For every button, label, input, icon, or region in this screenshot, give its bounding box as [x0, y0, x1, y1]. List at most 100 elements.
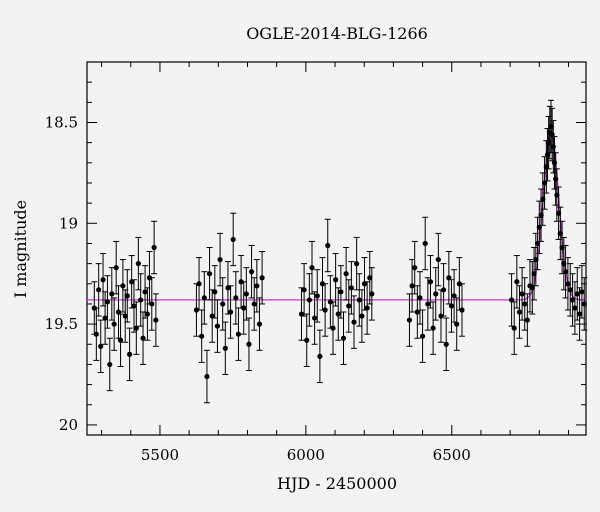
data-point	[142, 289, 148, 295]
data-point	[199, 333, 205, 339]
data-point	[140, 335, 146, 341]
x-tick-label: 6500	[433, 446, 471, 464]
data-point	[230, 236, 236, 243]
data-point	[524, 317, 530, 323]
data-point	[430, 325, 436, 331]
x-axis-label: HJD - 2450000	[277, 474, 397, 493]
data-point	[129, 279, 135, 285]
data-point	[565, 281, 571, 287]
data-point	[340, 335, 347, 341]
data-point	[107, 361, 113, 368]
data-point	[367, 275, 373, 281]
data-point	[435, 256, 441, 263]
data-point	[548, 123, 554, 130]
data-point	[235, 331, 242, 337]
data-point	[333, 277, 339, 283]
data-point	[298, 311, 305, 317]
data-point	[338, 289, 344, 295]
data-point	[259, 275, 265, 281]
data-point	[454, 321, 460, 327]
data-point	[196, 281, 202, 287]
data-point	[335, 311, 341, 317]
y-axis-label: I magnitude	[11, 200, 30, 298]
data-point	[93, 331, 99, 337]
data-point	[204, 373, 210, 380]
data-point	[550, 144, 556, 150]
data-point	[417, 295, 423, 301]
data-point	[256, 321, 263, 327]
data-point	[214, 323, 221, 329]
data-point	[153, 317, 159, 323]
data-point	[217, 256, 223, 263]
data-point	[206, 271, 213, 277]
data-point	[359, 313, 365, 319]
data-point	[209, 313, 215, 319]
data-point	[241, 305, 247, 311]
data-point	[144, 311, 151, 317]
data-point	[104, 299, 111, 305]
data-point	[98, 343, 104, 349]
data-point	[115, 309, 122, 315]
data-point	[546, 140, 552, 146]
data-point	[149, 301, 155, 307]
data-point	[422, 240, 428, 247]
data-point	[446, 275, 452, 281]
data-point	[343, 271, 349, 277]
data-point	[133, 325, 139, 331]
model-curve	[87, 131, 586, 301]
x-tick-label: 6000	[287, 446, 325, 464]
data-point	[511, 325, 517, 331]
data-point	[406, 317, 413, 323]
data-point	[317, 353, 323, 359]
x-tick-label: 5500	[141, 446, 179, 464]
data-point	[314, 293, 320, 299]
data-point	[309, 265, 315, 271]
data-point	[212, 289, 218, 295]
data-point	[553, 176, 559, 182]
data-point	[243, 291, 249, 297]
data-point	[427, 279, 434, 285]
data-point	[409, 283, 415, 289]
axis-tick-labels: 5500 6000 6500 18.5 19 19.5 20	[45, 113, 471, 464]
data-point	[325, 242, 331, 249]
data-point	[246, 341, 252, 347]
data-point	[138, 297, 144, 303]
data-point	[301, 287, 307, 293]
data-point	[330, 325, 336, 331]
chart-title: OGLE-2014-BLG-1266	[246, 24, 428, 43]
data-point	[233, 295, 239, 301]
data-point	[562, 269, 569, 275]
y-tick-label: 19	[59, 214, 78, 232]
data-point	[304, 337, 310, 343]
data-point	[227, 309, 234, 315]
data-point	[348, 285, 354, 291]
data-point	[124, 293, 130, 299]
data-point	[361, 281, 368, 287]
data-point	[351, 319, 357, 325]
data-point	[425, 301, 431, 307]
data-point	[364, 305, 370, 311]
data-point	[122, 313, 128, 319]
data-point	[102, 315, 108, 321]
data-point	[412, 265, 418, 271]
data-point	[576, 311, 583, 317]
data-point	[354, 261, 360, 267]
data-point	[131, 303, 137, 309]
data-point	[508, 297, 515, 303]
data-point	[522, 301, 528, 307]
data-point	[127, 351, 133, 357]
data-point	[519, 291, 525, 297]
plot-frame	[86, 61, 587, 436]
data-point	[346, 303, 352, 309]
model-line	[87, 131, 586, 301]
data-point	[113, 265, 119, 271]
data-point	[448, 303, 455, 309]
data-points	[91, 99, 588, 404]
data-point	[514, 279, 520, 285]
data-point	[100, 277, 106, 283]
data-point	[135, 261, 141, 267]
data-point	[369, 291, 375, 297]
data-point	[574, 291, 580, 297]
data-point	[306, 297, 312, 303]
data-point	[96, 287, 102, 293]
